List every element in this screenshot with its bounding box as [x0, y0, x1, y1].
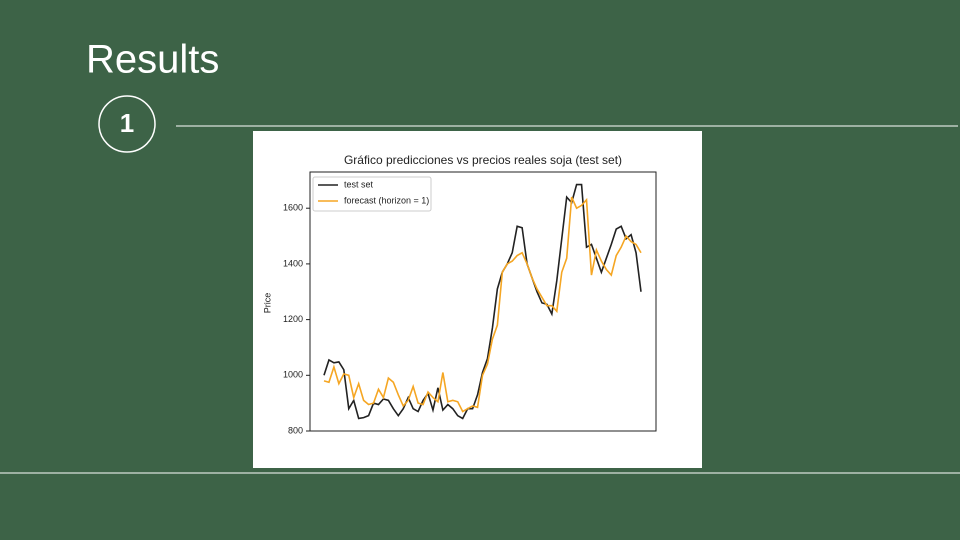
y-tick-label: 1400 [283, 258, 303, 268]
slide-title: Results [86, 38, 219, 82]
legend-label: forecast (horizon = 1) [344, 195, 429, 205]
series-line [323, 183, 642, 420]
y-tick-label: 1600 [283, 203, 303, 213]
series-line [323, 196, 642, 413]
y-axis-label: Price [262, 293, 272, 314]
plot: 800 1000 1200 1400 1600 test set forecast (hor… [283, 176, 642, 435]
chart-title: Gráfico predicciones vs precios reales s… [344, 153, 622, 167]
legend-box [312, 176, 432, 212]
axes-frame [309, 171, 657, 432]
number-circle [98, 95, 156, 153]
slide-number: 1 [120, 108, 134, 138]
y-tick-label: 800 [288, 425, 303, 435]
y-tick-label: 1200 [283, 314, 303, 324]
legend-label: test set [344, 179, 374, 189]
y-tick-label: 1000 [283, 370, 303, 380]
